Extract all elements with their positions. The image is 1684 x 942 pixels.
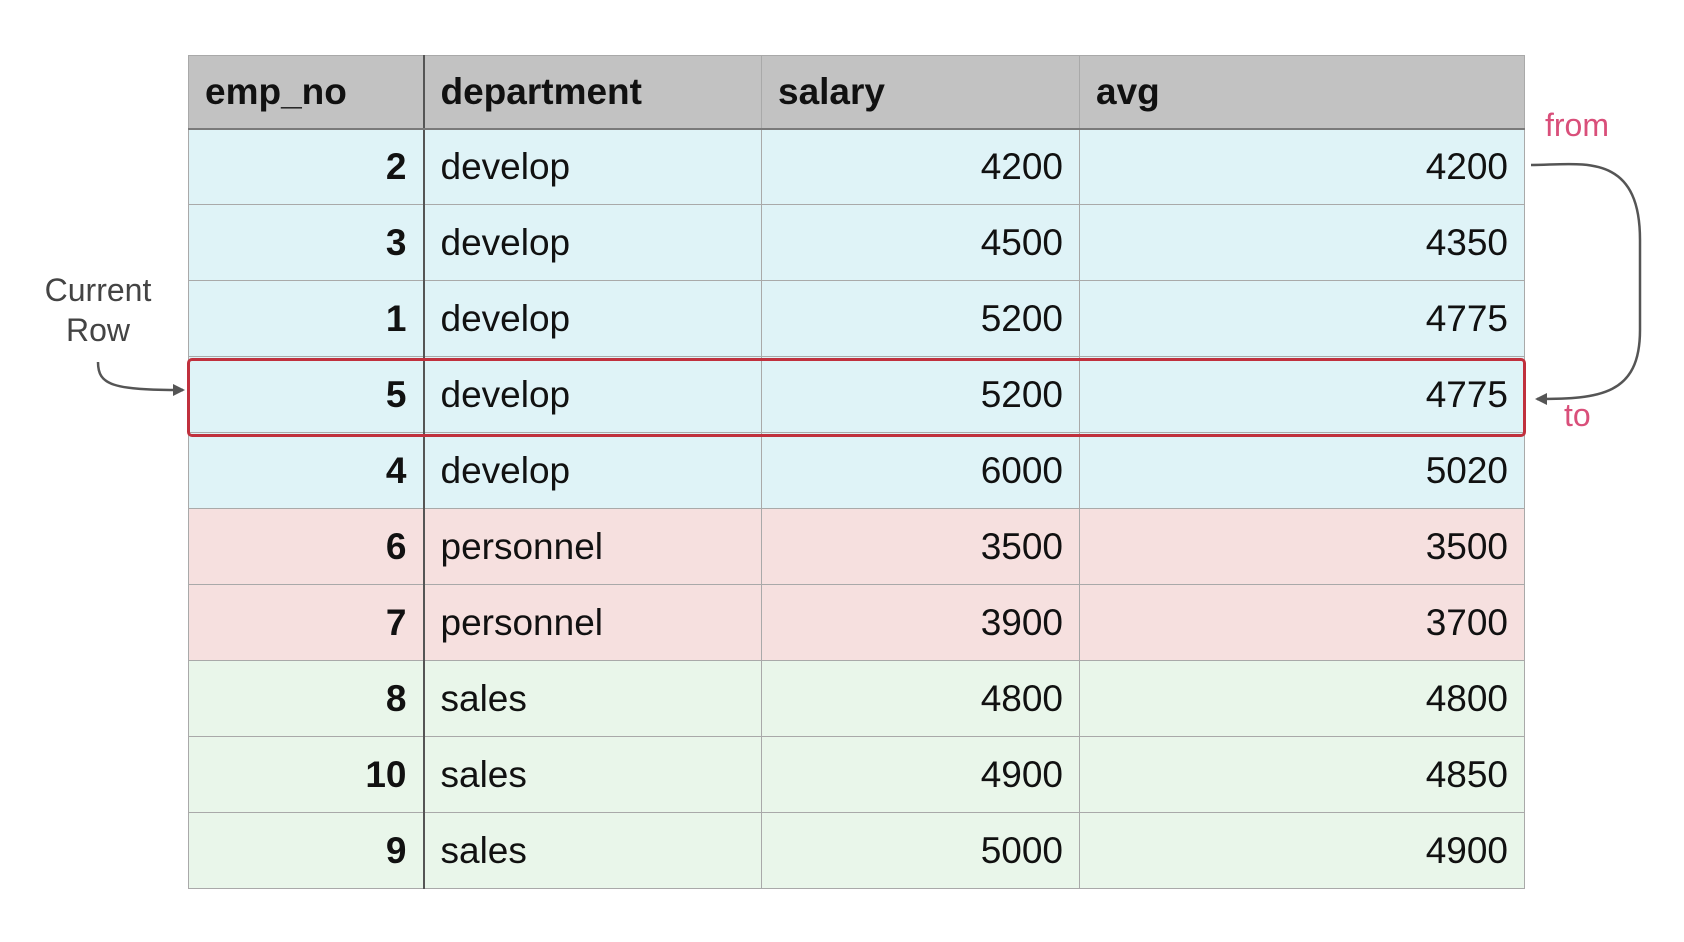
avg-cell: 4775 — [1079, 280, 1525, 357]
window-frame-table: emp_no department salary avg 2 develop 420… — [188, 55, 1525, 890]
current-row-label-line2: Row — [65, 312, 130, 348]
department-cell: develop — [423, 356, 762, 433]
salary-cell: 4500 — [761, 204, 1080, 281]
table-header-row: emp_no department salary avg — [188, 55, 1525, 130]
table-row[interactable]: 9 sales 5000 4900 — [188, 812, 1525, 889]
emp-no-cell: 2 — [188, 128, 425, 205]
column-header-emp-no[interactable]: emp_no — [188, 55, 425, 130]
table-row[interactable]: 3 develop 4500 4350 — [188, 204, 1525, 281]
table-row[interactable]: 1 develop 5200 4775 — [188, 280, 1525, 357]
current-row-label-line1: Current — [44, 272, 152, 308]
table-row[interactable]: 2 develop 4200 4200 — [188, 128, 1525, 205]
employee-salary-table: emp_no department salary avg 2 develop 420… — [188, 55, 1525, 889]
avg-cell: 4200 — [1079, 128, 1525, 205]
department-cell: personnel — [423, 508, 762, 585]
department-cell: sales — [423, 736, 762, 813]
salary-cell: 4800 — [761, 660, 1080, 737]
frame-range-arrow — [1530, 162, 1642, 405]
table-body: 2 develop 4200 4200 3 develop 4500 4350 1 develop… — [188, 128, 1525, 889]
salary-cell: 5200 — [761, 356, 1080, 433]
emp-no-cell: 10 — [188, 736, 425, 813]
department-cell: sales — [423, 812, 762, 889]
salary-cell: 5000 — [761, 812, 1080, 889]
table-row[interactable]: 7 personnel 3900 3700 — [188, 584, 1525, 661]
department-cell: develop — [423, 432, 762, 509]
column-header-salary[interactable]: salary — [761, 55, 1080, 130]
emp-no-cell: 5 — [188, 356, 425, 433]
department-cell: develop — [423, 204, 762, 281]
emp-no-cell: 6 — [188, 508, 425, 585]
avg-cell: 4850 — [1079, 736, 1525, 813]
avg-cell: 4900 — [1079, 812, 1525, 889]
department-cell: develop — [423, 280, 762, 357]
avg-cell: 4775 — [1079, 356, 1525, 433]
avg-cell: 5020 — [1079, 432, 1525, 509]
table-row[interactable]: 8 sales 4800 4800 — [188, 660, 1525, 737]
emp-no-cell: 7 — [188, 584, 425, 661]
emp-no-cell: 3 — [188, 204, 425, 281]
department-cell: sales — [423, 660, 762, 737]
to-label: to — [1564, 397, 1591, 433]
table-row[interactable]: 5 develop 5200 4775 — [188, 356, 1525, 433]
from-label: from — [1545, 107, 1609, 143]
emp-no-cell: 8 — [188, 660, 425, 737]
current-row-label: Current Row — [30, 270, 166, 350]
salary-cell: 3500 — [761, 508, 1080, 585]
avg-cell: 4800 — [1079, 660, 1525, 737]
avg-cell: 3700 — [1079, 584, 1525, 661]
avg-cell: 3500 — [1079, 508, 1525, 585]
emp-no-cell: 1 — [188, 280, 425, 357]
table-row[interactable]: 10 sales 4900 4850 — [188, 736, 1525, 813]
emp-no-cell: 9 — [188, 812, 425, 889]
department-cell: personnel — [423, 584, 762, 661]
current-row-arrow — [96, 361, 185, 396]
emp-no-cell: 4 — [188, 432, 425, 509]
salary-cell: 4900 — [761, 736, 1080, 813]
column-header-department[interactable]: department — [423, 55, 762, 130]
table-row[interactable]: 6 personnel 3500 3500 — [188, 508, 1525, 585]
salary-cell: 4200 — [761, 128, 1080, 205]
column-header-avg[interactable]: avg — [1079, 55, 1525, 130]
salary-cell: 5200 — [761, 280, 1080, 357]
department-cell: develop — [423, 128, 762, 205]
avg-cell: 4350 — [1079, 204, 1525, 281]
